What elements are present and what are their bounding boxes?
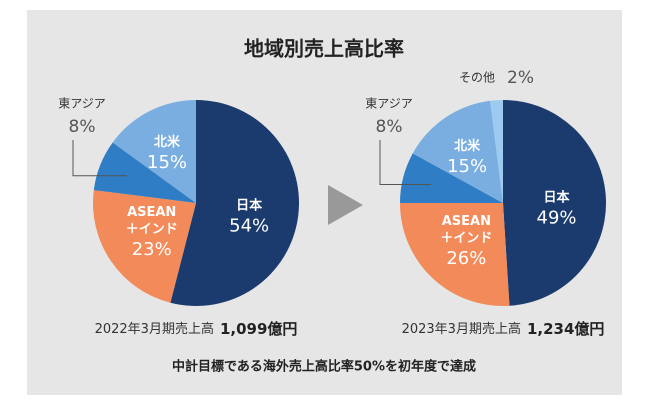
slice-value: 2% [507,68,534,88]
pie-slice [112,100,196,203]
chart-title: 地域別売上高比率 [244,37,404,61]
pie-slice [412,100,503,203]
slice-label: その他 [459,71,495,85]
slice-value: 54% [229,216,269,237]
pie-slice [503,100,606,306]
footnote: 中計目標である海外売上高比率50%を初年度で達成 [172,359,476,375]
caption-total: 1,099億円 [220,320,297,338]
slice-value: 15% [447,156,487,177]
slice-label: 北米 [154,134,181,150]
caption: 2023年3月期売上高 1,234億円 [402,320,605,338]
pie-slice [400,203,510,306]
leader-line [72,140,128,177]
caption: 2022年3月期売上高 1,099億円 [95,320,298,338]
slice-label: 日本 [236,197,262,213]
arrow [328,185,363,225]
caption-total: 1,234億円 [527,320,604,338]
pie-slice [170,100,299,307]
slice-label: 東アジア [365,97,413,111]
slice-label: ASEAN ＋インド [126,205,178,237]
pie-slice [400,153,503,203]
pie-slice [93,142,196,203]
caption-period: 2022年3月期売上高 [95,321,214,337]
slice-value: 15% [147,152,187,173]
leader-line [379,140,432,186]
slice-label: 北米 [454,138,481,154]
pie-slice [93,190,196,303]
slice-label: 日本 [544,189,570,205]
slice-value: 8% [69,117,96,137]
slice-value: 26% [446,248,486,269]
slice-value: 23% [132,239,172,260]
slice-label: 東アジア [58,97,106,111]
slice-value: 8% [376,117,403,137]
slice-value: 49% [537,207,577,228]
caption-period: 2023年3月期売上高 [402,321,521,337]
pie-slice [490,100,503,203]
slice-label: ASEAN ＋インド [440,214,492,246]
